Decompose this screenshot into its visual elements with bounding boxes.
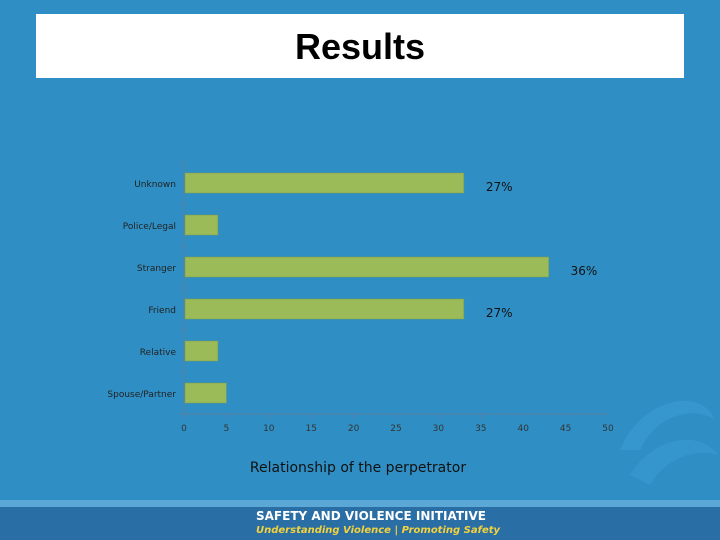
x-tick-label: 0 <box>181 424 187 434</box>
title-box: Results <box>36 14 684 78</box>
x-tick-label: 50 <box>602 424 614 434</box>
x-tick-label: 35 <box>475 424 486 434</box>
footer-accent-strip <box>0 500 720 507</box>
data-label: 36% <box>571 264 598 278</box>
x-tick-label: 45 <box>560 424 571 434</box>
bar <box>184 340 219 362</box>
x-axis-title: Relationship of the perpetrator <box>250 460 466 476</box>
category-label: Spouse/Partner <box>107 390 176 400</box>
category-label: Police/Legal <box>123 222 176 232</box>
x-tick-label: 25 <box>390 424 401 434</box>
swirl-logo-graphic <box>620 400 718 485</box>
data-label: 27% <box>486 180 513 194</box>
footer-bar <box>0 507 720 540</box>
bar <box>184 382 227 404</box>
page-title: Results <box>294 26 426 67</box>
x-tick-label: 30 <box>433 424 445 434</box>
category-label: Friend <box>148 306 176 316</box>
bar-chart: 0 5 10 15 20 25 30 35 40 45 50 Unknown 27% Police/Leg… <box>107 161 614 476</box>
x-tick-label: 15 <box>305 424 316 434</box>
data-label: 27% <box>486 306 513 320</box>
footer-tagline: Understanding Violence | Promoting Safet… <box>256 525 501 536</box>
bar <box>184 172 465 194</box>
bar <box>184 214 219 236</box>
bar <box>184 298 465 320</box>
category-label: Unknown <box>134 180 176 190</box>
x-tick-label: 40 <box>517 424 529 434</box>
category-label: Stranger <box>137 264 176 274</box>
category-label: Relative <box>140 348 177 358</box>
x-tick-label: 10 <box>263 424 275 434</box>
bar <box>184 256 549 278</box>
footer-org-name: SAFETY AND VIOLENCE INITIATIVE <box>256 509 486 523</box>
x-tick-label: 5 <box>224 424 230 434</box>
x-tick-label: 20 <box>348 424 360 434</box>
